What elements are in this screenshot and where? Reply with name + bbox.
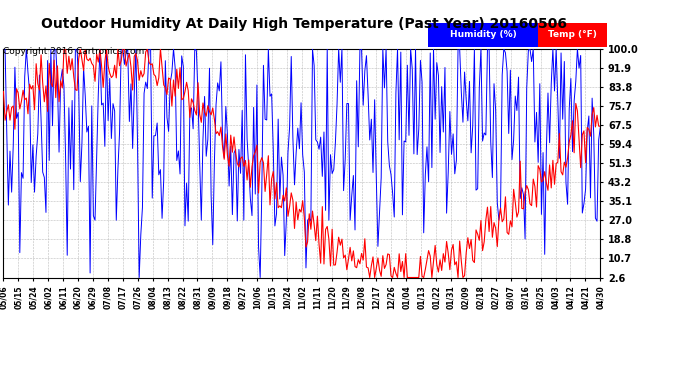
Text: Outdoor Humidity At Daily High Temperature (Past Year) 20160506: Outdoor Humidity At Daily High Temperatu… [41, 17, 566, 31]
Text: Temp (°F): Temp (°F) [549, 30, 597, 39]
Text: Copyright 2016 Cartronics.com: Copyright 2016 Cartronics.com [3, 47, 145, 56]
Text: Humidity (%): Humidity (%) [450, 30, 516, 39]
